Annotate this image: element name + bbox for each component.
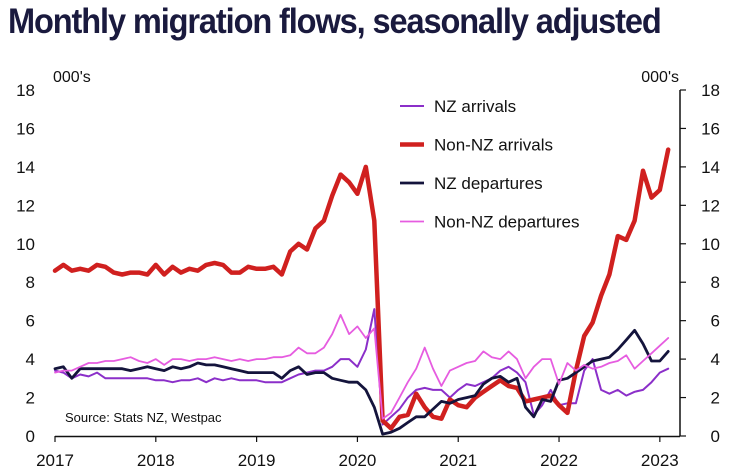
x-axis-ticks: 2017 2018 2019 2020 2021 2022 2023 xyxy=(36,436,679,470)
series-line-non-nz-arrivals xyxy=(52,147,671,431)
y-axis-right: 0 2 4 6 8 10 12 14 16 18 xyxy=(680,81,720,446)
x-tick-label: 2017 xyxy=(36,451,74,470)
x-tick-label: 2019 xyxy=(238,451,276,470)
y-tick-label-right: 8 xyxy=(711,273,720,292)
series-lines xyxy=(52,147,671,436)
legend-label: Non-NZ departures xyxy=(434,213,580,232)
y-tick-label-right: 2 xyxy=(711,389,720,408)
x-tick-label: 2023 xyxy=(641,451,679,470)
y-tick-label-left: 18 xyxy=(16,81,35,100)
chart-title: Monthly migration flows, seasonally adju… xyxy=(8,2,662,41)
y-axis-left: 0 2 4 6 8 10 12 14 16 18 xyxy=(16,81,35,446)
y-tick-label-right: 4 xyxy=(711,350,720,369)
series-line-nz-arrivals xyxy=(54,308,670,426)
y-tick-label-left: 14 xyxy=(16,158,35,177)
y-tick-label-left: 0 xyxy=(26,427,35,446)
legend-label: NZ arrivals xyxy=(434,97,516,116)
x-tick-label: 2018 xyxy=(137,451,175,470)
y-tick-label-left: 8 xyxy=(26,273,35,292)
x-tick-label: 2020 xyxy=(339,451,377,470)
legend-label: Non-NZ arrivals xyxy=(434,136,553,155)
right-unit-label: 000's xyxy=(641,69,679,86)
y-tick-label-left: 16 xyxy=(16,119,35,138)
y-tick-label-left: 4 xyxy=(26,350,35,369)
y-tick-label-left: 2 xyxy=(26,389,35,408)
y-tick-label-left: 10 xyxy=(16,235,35,254)
y-tick-label-right: 6 xyxy=(711,312,720,331)
left-unit-label: 000's xyxy=(53,69,91,86)
series-line-nz-departures xyxy=(53,328,670,436)
x-tick-label: 2022 xyxy=(540,451,578,470)
y-tick-label-right: 16 xyxy=(701,119,720,138)
series-line-non-nz-departures xyxy=(54,313,670,420)
legend: NZ arrivals Non-NZ arrivals NZ departures N… xyxy=(400,97,580,232)
y-tick-label-right: 18 xyxy=(701,81,720,100)
y-tick-label-right: 0 xyxy=(711,427,720,446)
x-tick-label: 2021 xyxy=(439,451,477,470)
y-tick-label-right: 10 xyxy=(701,235,720,254)
legend-label: NZ departures xyxy=(434,174,543,193)
source-note: Source: Stats NZ, Westpac xyxy=(65,410,222,425)
y-tick-label-right: 12 xyxy=(701,196,720,215)
y-tick-label-left: 12 xyxy=(16,196,35,215)
y-tick-label-right: 14 xyxy=(701,158,720,177)
y-tick-label-left: 6 xyxy=(26,312,35,331)
